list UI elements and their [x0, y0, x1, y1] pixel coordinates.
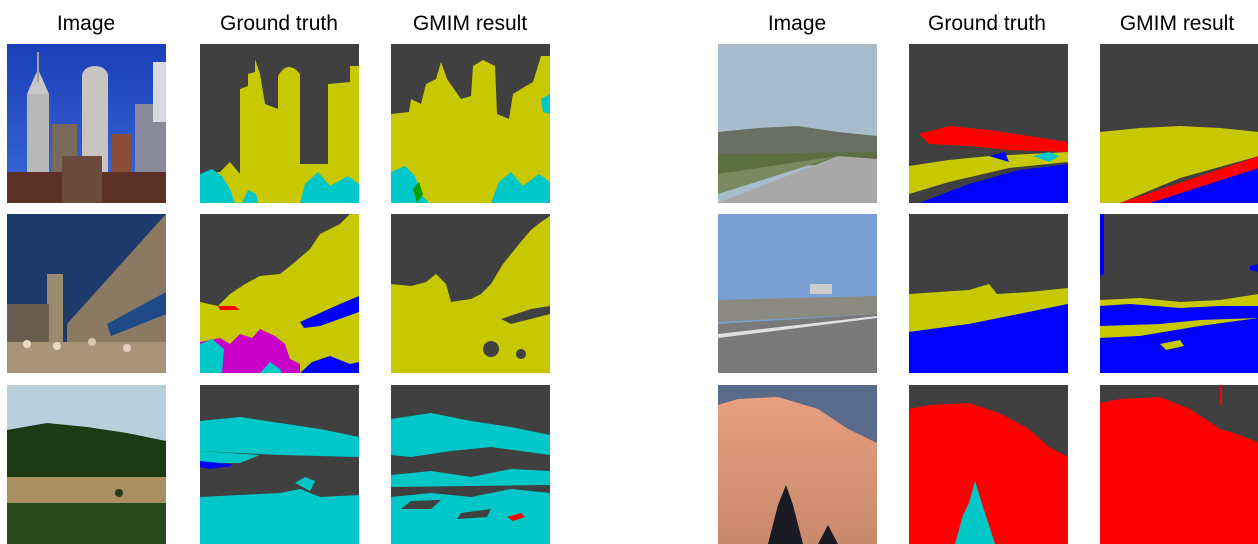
- header-ground-truth-right: Ground truth: [928, 12, 1046, 35]
- gt-mountain: [909, 385, 1068, 544]
- gt-street-scene: [200, 214, 359, 373]
- photo-street-scene: [7, 214, 166, 373]
- header-gmim-result-right: GMIM result: [1119, 12, 1235, 35]
- result-street-scene: [391, 214, 550, 373]
- photo-motorway: [718, 214, 877, 373]
- result-motorway: [1100, 214, 1258, 373]
- header-image-right: Image: [767, 12, 827, 35]
- photo-highway-hills: [718, 44, 877, 203]
- header-ground-truth-left: Ground truth: [220, 12, 338, 35]
- header-image-left: Image: [56, 12, 116, 35]
- gt-countryside: [200, 385, 359, 544]
- photo-mountain: [718, 385, 877, 544]
- result-city-towers: [391, 44, 550, 203]
- gt-motorway: [909, 214, 1068, 373]
- photo-countryside: [7, 385, 166, 544]
- result-countryside: [391, 385, 550, 544]
- result-mountain: [1100, 385, 1258, 544]
- gt-highway-hills: [909, 44, 1068, 203]
- result-highway-hills: [1100, 44, 1258, 203]
- gt-city-towers: [200, 44, 359, 203]
- header-gmim-result-left: GMIM result: [412, 12, 528, 35]
- photo-city-towers: [7, 44, 166, 203]
